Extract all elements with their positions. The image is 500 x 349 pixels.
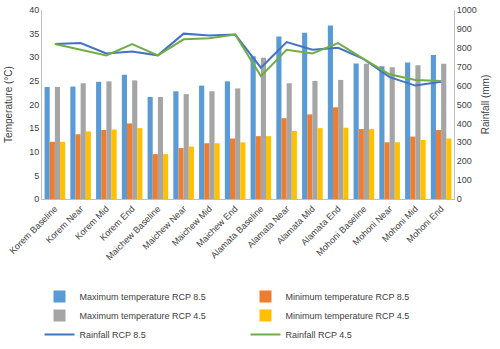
- svg-text:600: 600: [457, 81, 472, 91]
- svg-text:Alamata End: Alamata End: [299, 204, 343, 248]
- svg-text:Alamata Mid: Alamata Mid: [275, 204, 317, 246]
- svg-text:Alamata Near: Alamata Near: [245, 204, 291, 250]
- svg-text:5: 5: [34, 171, 39, 181]
- svg-text:1000: 1000: [457, 5, 477, 15]
- svg-text:Maichew Near: Maichew Near: [140, 204, 188, 252]
- svg-text:Temperature (°C): Temperature (°C): [3, 66, 14, 143]
- svg-text:0: 0: [34, 194, 39, 204]
- svg-text:300: 300: [457, 137, 472, 147]
- svg-text:800: 800: [457, 43, 472, 53]
- svg-text:Mohoni Near: Mohoni Near: [351, 204, 395, 248]
- svg-text:Korem Mid: Korem Mid: [73, 204, 111, 242]
- svg-text:15: 15: [29, 123, 39, 133]
- svg-text:20: 20: [29, 100, 39, 110]
- svg-text:Maximum temperature RCP 8.5: Maximum temperature RCP 8.5: [80, 292, 206, 302]
- svg-text:Minimum temperature RCP 4.5: Minimum temperature RCP 4.5: [286, 311, 410, 321]
- svg-text:Maximum temperature RCP 4.5: Maximum temperature RCP 4.5: [80, 311, 206, 321]
- svg-text:200: 200: [457, 156, 472, 166]
- svg-text:Maichew Baseline: Maichew Baseline: [104, 204, 162, 262]
- svg-text:40: 40: [29, 5, 39, 15]
- svg-text:Korem Baseline: Korem Baseline: [7, 204, 59, 256]
- svg-text:Alamata Baseline: Alamata Baseline: [209, 204, 266, 261]
- svg-text:500: 500: [457, 100, 472, 110]
- svg-text:Maichew End: Maichew End: [194, 204, 239, 249]
- svg-text:30: 30: [29, 52, 39, 62]
- svg-text:900: 900: [457, 24, 472, 34]
- svg-text:35: 35: [29, 29, 39, 39]
- svg-text:10: 10: [29, 147, 39, 157]
- svg-text:0: 0: [457, 194, 462, 204]
- svg-text:Rainfall (mm): Rainfall (mm): [480, 75, 491, 134]
- svg-text:100: 100: [457, 175, 472, 185]
- svg-text:Maichew Mid: Maichew Mid: [170, 204, 214, 248]
- svg-text:Minimum temperature RCP 8.5: Minimum temperature RCP 8.5: [286, 292, 410, 302]
- svg-text:400: 400: [457, 119, 472, 129]
- svg-text:25: 25: [29, 76, 39, 86]
- svg-text:Mohoni End: Mohoni End: [405, 204, 446, 245]
- svg-text:700: 700: [457, 62, 472, 72]
- svg-text:Mohoni Mid: Mohoni Mid: [380, 204, 420, 244]
- svg-text:Rainfall RCP 4.5: Rainfall RCP 4.5: [286, 330, 352, 340]
- svg-text:Mohoni Baseline: Mohoni Baseline: [314, 204, 368, 258]
- svg-text:Korem End: Korem End: [98, 204, 137, 243]
- svg-text:Korem Near: Korem Near: [44, 204, 85, 245]
- svg-text:Rainfall RCP 8.5: Rainfall RCP 8.5: [80, 330, 146, 340]
